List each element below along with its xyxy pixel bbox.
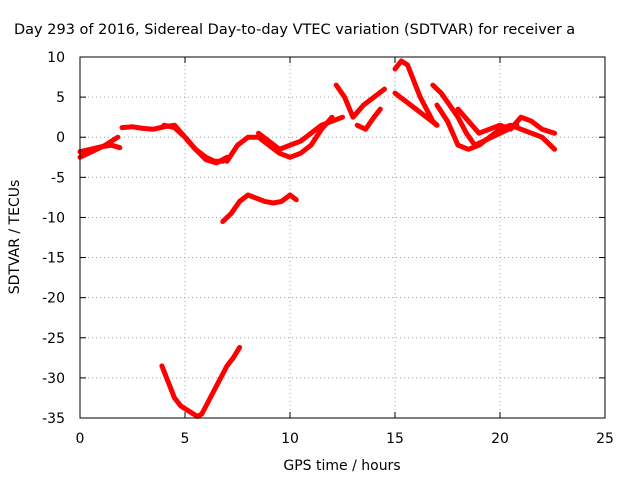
satellite-track-15	[159, 344, 243, 419]
y-tick-label: 5	[56, 90, 65, 106]
satellite-track-6	[256, 114, 345, 152]
y-tick-label: -20	[42, 291, 65, 307]
plot-frame	[79, 56, 606, 419]
x-tick-label: 15	[386, 431, 404, 447]
y-tick-label: -5	[51, 170, 65, 186]
y-tick-label: 0	[56, 130, 65, 146]
x-tick-label: 10	[281, 431, 299, 447]
satellite-track-7	[333, 82, 387, 120]
data-series	[77, 58, 558, 419]
x-axis-label: GPS time / hours	[283, 458, 400, 474]
y-tick-label: 10	[47, 50, 65, 66]
satellite-track-2	[77, 142, 123, 155]
y-tick-label: -10	[42, 210, 65, 226]
y-axis-ticks: 10 5 0 -5 -10 -15 -20 -25 -30 -35	[42, 50, 605, 427]
x-tick-label: 25	[596, 431, 614, 447]
y-tick-label: -25	[42, 331, 65, 347]
satellite-track-3	[119, 122, 226, 164]
y-tick-label: -30	[42, 371, 65, 387]
satellite-track-10	[392, 90, 440, 128]
y-axis-label: SDTVAR / TECUs	[7, 180, 23, 295]
y-tick-label: -15	[42, 251, 65, 267]
satellite-track-14	[220, 192, 299, 224]
grid-lines	[80, 57, 605, 418]
satellite-track-4	[161, 122, 230, 166]
y-tick-label: -35	[42, 411, 65, 427]
satellite-track-8	[354, 106, 383, 132]
x-tick-label: 0	[76, 431, 85, 447]
x-tick-label: 5	[181, 431, 190, 447]
satellite-track-9	[392, 58, 440, 128]
satellite-track-13	[455, 106, 558, 136]
chart-title: Day 293 of 2016, Sidereal Day-to-day VTE…	[14, 22, 575, 38]
satellite-track-12	[434, 102, 558, 152]
x-axis-ticks: 0 5 10 15 20 25	[76, 57, 614, 447]
satellite-track-5	[224, 114, 335, 164]
x-tick-label: 20	[491, 431, 509, 447]
